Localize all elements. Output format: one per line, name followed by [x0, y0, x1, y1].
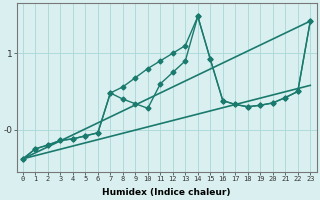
X-axis label: Humidex (Indice chaleur): Humidex (Indice chaleur): [102, 188, 231, 197]
